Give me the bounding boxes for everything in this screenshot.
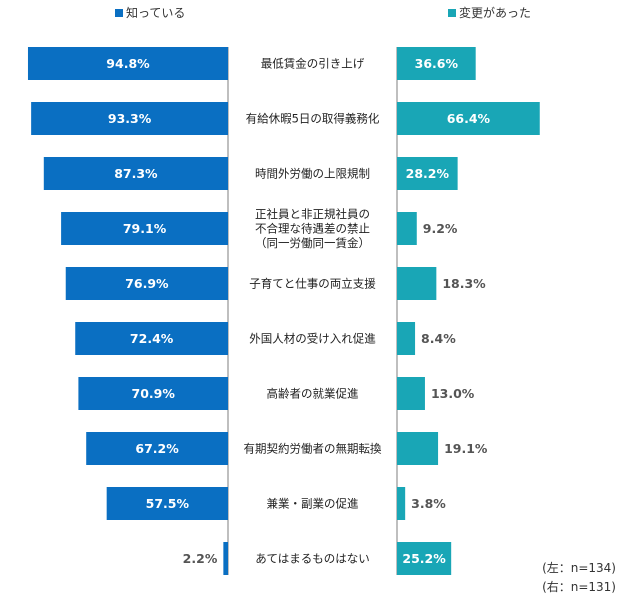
- legend-left: 知っている: [115, 4, 185, 21]
- category-label: 外国人材の受け入れ促進: [249, 332, 376, 346]
- right-value-label: 3.8%: [411, 496, 446, 511]
- left-value-label: 94.8%: [106, 56, 150, 71]
- right-value-label: 66.4%: [447, 111, 491, 126]
- sample-size-note-right: (右：n=131): [542, 580, 616, 594]
- right-value-label: 25.2%: [402, 551, 446, 566]
- left-bar: [106, 487, 228, 520]
- category-label: 高齢者の就業促進: [267, 387, 359, 401]
- left-value-label: 87.3%: [114, 166, 158, 181]
- left-value-label: 67.2%: [135, 441, 179, 456]
- sample-size-note-left: (左：n=134): [542, 561, 616, 575]
- left-bar: [43, 157, 229, 190]
- right-bar: [397, 212, 417, 245]
- right-value-label: 13.0%: [431, 386, 475, 401]
- right-value-label: 36.6%: [415, 56, 459, 71]
- category-label: （同一労働同一賃金）: [255, 236, 370, 250]
- left-value-label: 76.9%: [125, 276, 169, 291]
- right-bar: [397, 542, 452, 575]
- right-bar: [397, 47, 476, 80]
- left-value-label: 70.9%: [132, 386, 176, 401]
- left-bar: [75, 322, 229, 355]
- right-value-label: 9.2%: [423, 221, 458, 236]
- legend-left-label: 知っている: [126, 6, 186, 20]
- category-label: 不合理な待遇差の禁止: [255, 222, 370, 236]
- legend-right: 変更があった: [448, 4, 531, 21]
- right-bar: [397, 322, 416, 355]
- left-value-label: 2.2%: [183, 551, 218, 566]
- left-bar: [27, 47, 228, 80]
- right-bar: [397, 157, 458, 190]
- left-bar: [86, 432, 228, 465]
- left-bar: [78, 377, 228, 410]
- right-bar: [397, 432, 439, 465]
- right-value-label: 19.1%: [444, 441, 488, 456]
- category-label: 最低賃金の引き上げ: [261, 57, 365, 71]
- right-value-label: 28.2%: [406, 166, 450, 181]
- legend-left-swatch: [115, 8, 123, 17]
- right-value-label: 8.4%: [421, 331, 456, 346]
- legend-right-swatch: [448, 8, 456, 17]
- left-bar: [65, 267, 228, 300]
- category-label: 兼業・副業の促進: [267, 497, 359, 511]
- left-bar: [61, 212, 228, 245]
- right-bar: [397, 487, 406, 520]
- left-value-label: 57.5%: [146, 496, 190, 511]
- category-label: 子育てと仕事の両立支援: [249, 277, 376, 291]
- left-value-label: 93.3%: [108, 111, 152, 126]
- right-bar: [397, 267, 437, 300]
- right-bar: [397, 102, 540, 135]
- left-value-label: 79.1%: [123, 221, 167, 236]
- category-label: 有期契約労働者の無期転換: [244, 442, 382, 456]
- left-bar: [31, 102, 229, 135]
- left-value-label: 72.4%: [130, 331, 174, 346]
- category-label: あてはまるものはない: [255, 552, 370, 566]
- right-value-label: 18.3%: [442, 276, 486, 291]
- category-label: 時間外労働の上限規制: [255, 167, 370, 181]
- right-bar: [397, 377, 425, 410]
- left-bar: [223, 542, 228, 575]
- category-label: 正社員と非正規社員の: [255, 207, 370, 221]
- category-label: 有給休暇5日の取得義務化: [246, 112, 380, 126]
- legend-right-label: 変更があった: [459, 6, 532, 20]
